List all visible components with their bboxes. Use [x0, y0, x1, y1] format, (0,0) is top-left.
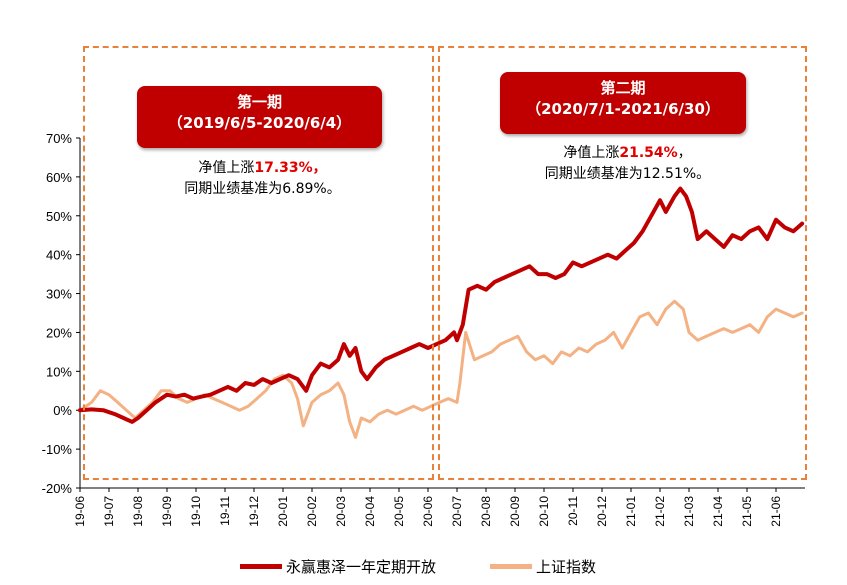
legend-label-fund: 永赢惠泽一年定期开放 [286, 558, 437, 576]
x-tick-label: 20-03 [334, 496, 348, 527]
x-tick-label: 19-10 [189, 496, 203, 527]
period-2-note-value: 21.54% [619, 145, 678, 161]
y-tick-label: -10% [42, 442, 73, 457]
legend-item-fund: 永赢惠泽一年定期开放 [240, 556, 436, 577]
period-1-badge: 第一期 （2019/6/5-2020/6/4） [137, 86, 382, 148]
x-tick-label: 19-09 [160, 496, 174, 527]
x-tick-label: 20-08 [479, 496, 493, 527]
x-tick-label: 20-12 [595, 496, 609, 527]
y-tick-label: 50% [46, 209, 72, 224]
x-tick-label: 19-07 [102, 496, 116, 527]
x-tick-label: 21-05 [740, 496, 754, 527]
x-tick-label: 20-05 [392, 496, 406, 527]
x-tick-label: 20-11 [566, 496, 580, 526]
x-tick-label: 21-03 [682, 496, 696, 527]
x-tick-label: 20-01 [276, 496, 290, 527]
y-tick-label: 60% [46, 170, 72, 185]
period-1-range: （2019/6/5-2020/6/4） [167, 114, 352, 132]
legend-swatch-index [490, 564, 532, 569]
x-tick-label: 20-06 [421, 496, 435, 527]
period-2-title: 第二期 [600, 79, 646, 97]
x-tick-label: 20-07 [450, 496, 464, 527]
period-2-note-benchmark: 同期业绩基准为12.51%。 [544, 166, 711, 182]
period-1-note-value: 17.33%， [254, 160, 327, 176]
series-line-fund [78, 186, 805, 424]
x-axis: 19-06 19-07 19-08 19-09 19-10 19-11 19-12 20-01… [73, 487, 805, 527]
period-2-note: 净值上涨21.54%， 同期业绩基准为12.51%。 [515, 143, 740, 185]
x-tick-label: 20-02 [305, 496, 319, 527]
x-tick-label: 21-01 [624, 496, 638, 527]
x-tick-label: 20-09 [508, 496, 522, 527]
y-axis-ticks: 70% 60% 50% 40% 30% 20% 10% 0% -10% -20% [42, 131, 81, 496]
x-tick-label: 19-12 [247, 496, 261, 527]
period-1-note-prefix: 净值上涨 [198, 160, 255, 176]
y-tick-label: 70% [46, 131, 72, 146]
period-2-box [438, 46, 807, 480]
period-2-badge: 第二期 （2020/7/1-2021/6/30） [500, 72, 746, 134]
period-2-note-prefix: 净值上涨 [563, 145, 620, 161]
y-tick-label: 40% [46, 248, 72, 263]
x-tick-label: 19-11 [218, 496, 232, 526]
x-tick-label: 20-10 [537, 496, 551, 527]
period-1-title: 第一期 [236, 93, 282, 111]
legend-label-index: 上证指数 [536, 558, 597, 576]
period-1-note-benchmark: 同期业绩基准为6.89%。 [184, 181, 341, 197]
y-tick-label: 20% [46, 325, 72, 340]
period-2-note-suffix: ， [677, 145, 692, 161]
y-tick-label: -20% [42, 481, 73, 496]
y-tick-label: 30% [46, 287, 72, 302]
y-tick-label: 0% [53, 403, 72, 418]
x-tick-label: 21-02 [653, 496, 667, 527]
x-tick-label: 19-06 [73, 496, 87, 527]
x-tick-label: 20-04 [363, 496, 377, 527]
x-tick-label: 21-06 [769, 496, 783, 527]
x-tick-label: 19-08 [131, 496, 145, 527]
x-tick-label: 21-04 [711, 496, 725, 527]
y-tick-label: 10% [46, 364, 72, 379]
legend-swatch-fund [240, 564, 282, 569]
legend-item-index: 上证指数 [490, 556, 596, 577]
period-2-range: （2020/7/1-2021/6/30） [526, 100, 720, 118]
period-1-note: 净值上涨17.33%， 同期业绩基准为6.89%。 [150, 158, 375, 200]
period-1-box [83, 46, 434, 480]
